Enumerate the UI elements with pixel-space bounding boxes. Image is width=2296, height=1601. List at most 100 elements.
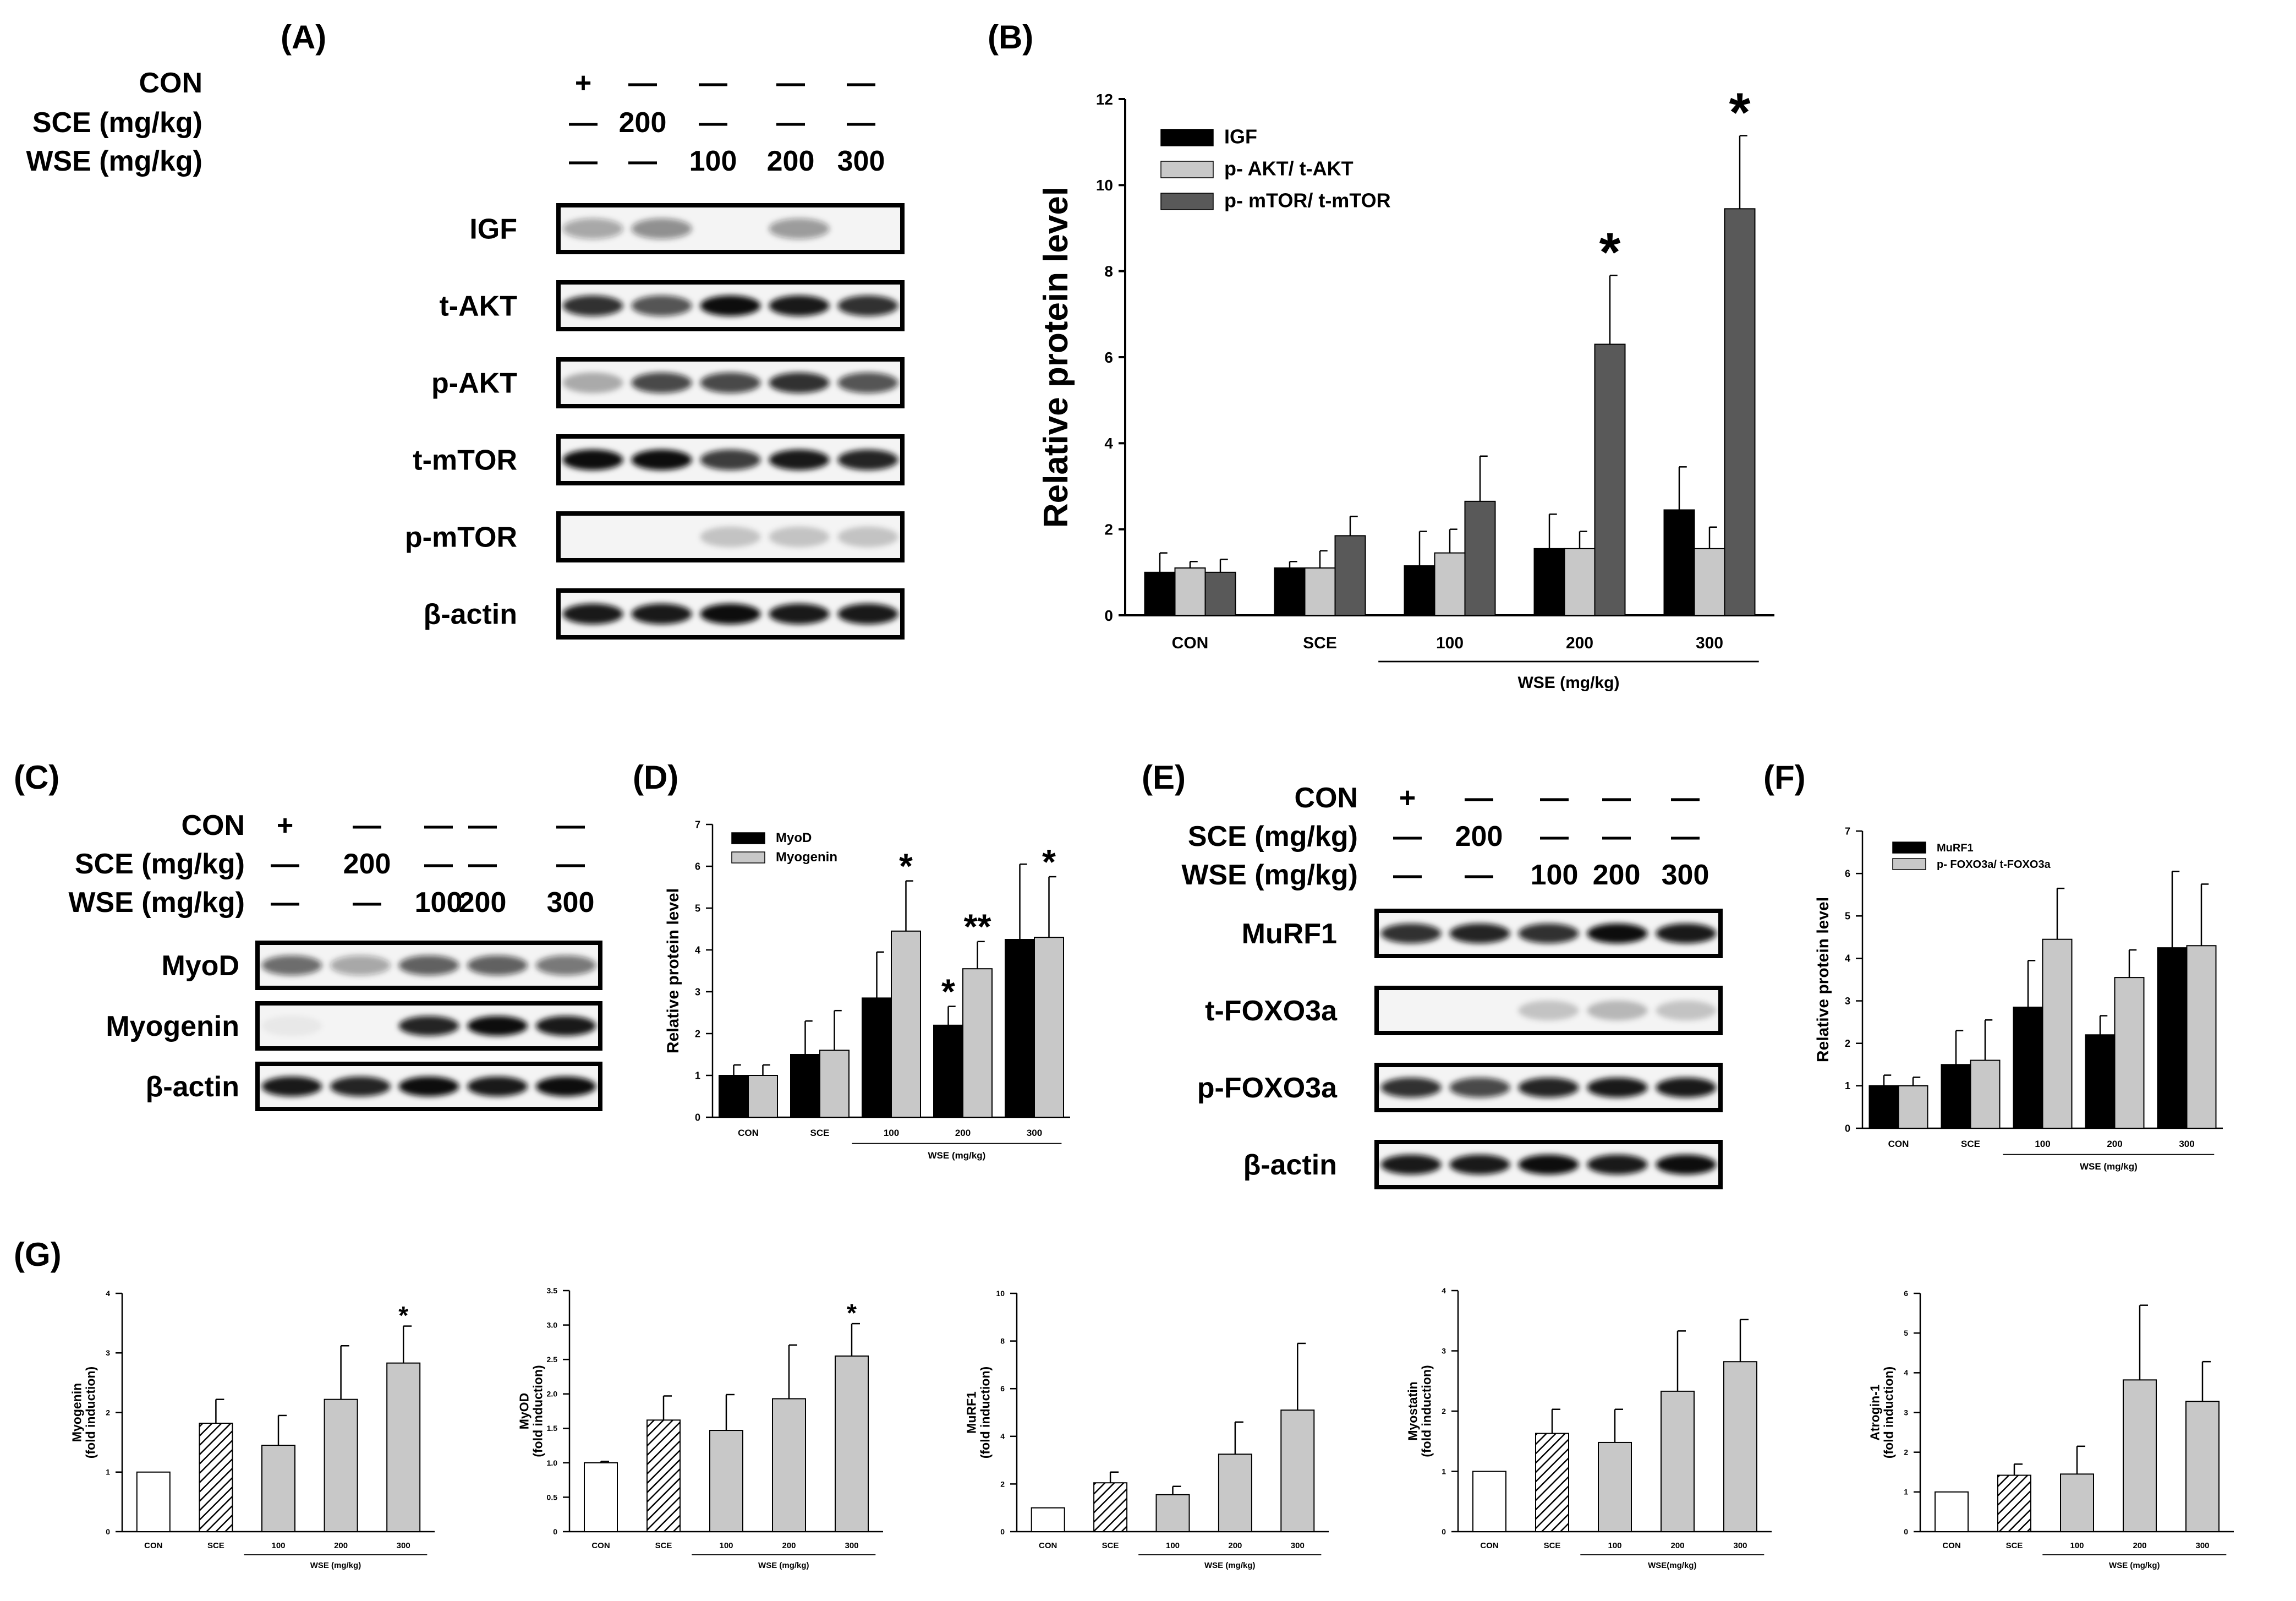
chart-panel-f: 0 1 2 3 4 5 6 7 Relative protein level CON SCE 100 2… [1814,826,2223,1172]
y-axis-label-line: (fold induction) [1882,1367,1896,1458]
y-tick-label: 2 [1104,521,1113,538]
y-tick-label: 0.5 [547,1493,558,1501]
blot-band [398,1015,459,1036]
bar [1155,1494,1190,1533]
treatment-cell-con-4: — [468,810,497,842]
y-tick-label: 4 [1442,1286,1446,1295]
blot-label-t-foxo3a: t-FOXO3a [1205,995,1338,1027]
y-tick-label: 1.0 [547,1458,558,1467]
panel-label-g: (G) [14,1236,62,1273]
bar [1661,1390,1695,1532]
blot-band [1656,1077,1717,1098]
treatment-label-wse: WSE (mg/kg) [68,887,245,919]
treatment-cell-con-3: — [699,67,727,99]
blot-strip-murf1 [1374,909,1723,958]
blot-band [261,1015,322,1036]
blot-strip-beta-actin [255,1062,602,1111]
blot-frame [556,357,905,408]
bar [933,1024,963,1118]
blot-band [1587,1077,1648,1098]
treatment-cell-con-1: + [277,810,293,842]
blot-band [769,603,830,625]
legend-swatch [731,851,765,864]
blot-label-beta-actin: β-actin [1243,1149,1337,1181]
treatment-cell-wse-4: 200 [1593,859,1641,891]
blot-band [700,295,761,316]
bar [646,1419,681,1532]
blot-band [1449,1077,1510,1098]
blot-band [467,955,528,976]
blot-band [398,955,459,976]
x-tick-label: 100 [2070,1541,2084,1550]
blot-band [535,955,596,976]
bar [1898,1085,1928,1129]
bar [1472,1471,1506,1532]
treatment-cell-wse-1: — [1393,859,1422,891]
y-axis-label: Atrogin-1(fold induction) [1867,1367,1895,1458]
treatment-cell-sce-1: — [569,107,598,139]
bar [1535,1433,1569,1532]
bar [1093,1482,1128,1533]
x-tick-label: 100 [884,1128,899,1138]
x-tick-label: 100 [2035,1139,2050,1149]
blot-band [562,295,623,316]
bar [748,1075,778,1118]
treatment-cell-con-2: — [353,810,381,842]
bar [2157,947,2188,1129]
y-tick-label: 0 [1104,607,1113,624]
significance-marker: ** [964,907,991,947]
blot-band [1656,1154,1717,1175]
y-tick-label: 0 [1442,1527,1446,1536]
x-tick-label: 200 [2133,1541,2146,1550]
treatment-cell-wse-3: 100 [1531,859,1579,891]
treatment-cell-sce-4: — [776,107,805,139]
blot-strip-myod [255,941,602,990]
y-tick-label: 2 [106,1408,110,1417]
y-tick-label: 12 [1096,91,1113,108]
x-tick-label: 300 [2195,1541,2209,1550]
bar [1005,939,1035,1118]
panel-label-f: (F) [1763,759,1806,796]
blot-strip-igf [556,203,905,254]
blot-band [1449,1154,1510,1175]
bar [1997,1474,2031,1533]
treatment-cell-sce-1: — [271,848,299,880]
bar [2123,1379,2157,1532]
blot-band [700,603,761,625]
y-axis-label: Relative protein level [1814,897,1832,1062]
y-tick-label: 6 [1845,868,1850,879]
y-tick-label: 2 [1845,1038,1850,1049]
significance-marker: * [941,971,955,1011]
x-tick-label: 200 [2107,1139,2122,1149]
group-label: WSE (mg/kg) [2080,1161,2138,1172]
treatment-cell-wse-3: 100 [415,887,463,919]
blot-strip-t-foxo3a [1374,986,1723,1035]
y-axis-label-line: MyOD [517,1393,531,1429]
y-tick-label: 6 [695,861,700,872]
group-label: WSE (mg/kg) [310,1561,361,1570]
chart-atrogin1-qpcr: 0 1 2 3 4 5 6 Atrogin-1(fold induction) CON SCE 10… [1867,1289,2234,1570]
chart-panel-d: 0 1 2 3 4 5 6 7 Relative protein level CON SCE 100 2… [664,819,1070,1161]
x-tick-label: 300 [397,1541,410,1550]
x-tick-label: 200 [955,1128,971,1138]
x-tick-label: 100 [1608,1541,1621,1550]
bar [2186,945,2217,1129]
bar [1694,548,1725,616]
blot-band [1656,1000,1717,1021]
legend-swatch [1160,161,1214,178]
treatment-cell-sce-5: — [1671,821,1700,853]
bar [1218,1454,1252,1532]
x-tick-label: SCE [207,1541,224,1550]
y-tick-label: 6 [1104,349,1113,366]
bar [709,1430,743,1533]
y-tick-label: 2.5 [547,1355,558,1364]
x-tick-label: SCE [2006,1541,2023,1550]
treatment-label-sce: SCE (mg/kg) [32,107,202,139]
treatment-cell-con-1: + [575,67,591,99]
treatment-cell-wse-5: 300 [1662,859,1709,891]
y-tick-label: 0 [1000,1527,1005,1536]
bar [1434,552,1466,616]
blot-frame [1374,1063,1723,1112]
blot-band [1449,923,1510,944]
blot-frame [556,203,905,254]
